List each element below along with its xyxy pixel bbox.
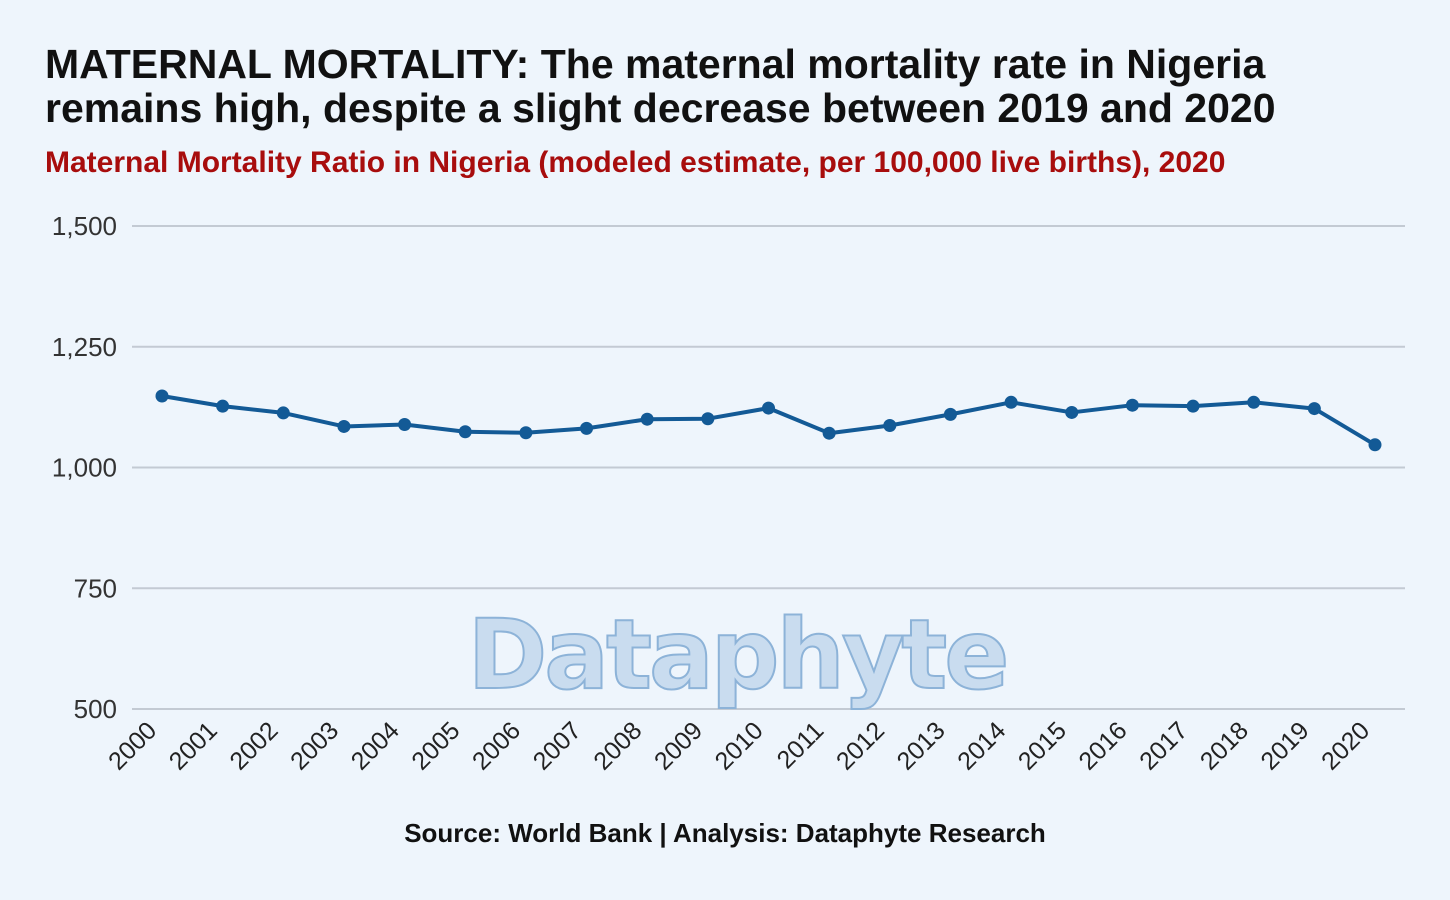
x-tick-label: 2004: [346, 716, 405, 775]
data-point-2001[interactable]: [216, 399, 230, 413]
gridlines: [132, 225, 1405, 710]
data-point-2011[interactable]: [822, 426, 836, 440]
y-tick-label: 1,500: [52, 211, 117, 241]
x-tick-label: 2002: [224, 716, 283, 775]
x-tick-label: 2007: [528, 716, 587, 775]
data-point-2010[interactable]: [762, 401, 775, 415]
x-tick-label: 2009: [649, 716, 708, 775]
x-tick-label: 2000: [103, 716, 162, 775]
source-note: Source: World Bank | Analysis: Dataphyte…: [404, 818, 1046, 848]
x-tick-label: 2018: [1195, 716, 1254, 775]
data-point-2003[interactable]: [337, 419, 351, 433]
data-point-2000[interactable]: [155, 389, 169, 403]
data-point-2013[interactable]: [943, 407, 957, 421]
x-tick-label: 2019: [1255, 716, 1314, 775]
x-tick-label: 2011: [772, 716, 830, 774]
series-group: [155, 389, 1382, 452]
watermark-logo: Dataphyte: [468, 599, 1007, 711]
y-tick-label: 750: [74, 573, 117, 603]
chart-title: MATERNAL MORTALITY: The maternal mortali…: [45, 41, 1276, 131]
data-point-2004[interactable]: [398, 418, 412, 432]
data-point-2008[interactable]: [640, 412, 654, 426]
y-tick-label: 1,000: [52, 453, 117, 483]
data-point-2007[interactable]: [580, 421, 594, 435]
x-tick-label: 2010: [710, 716, 769, 775]
x-tick-label: 2014: [952, 716, 1011, 775]
x-axis: 2000 2001 2002 2003 2004 2005 2006 2007 2008 2009…: [103, 716, 1375, 775]
y-tick-label: 500: [74, 694, 117, 724]
x-tick-label: 2003: [285, 716, 344, 775]
data-point-2015[interactable]: [1065, 405, 1079, 419]
data-point-2014[interactable]: [1004, 395, 1018, 409]
data-point-2017[interactable]: [1186, 399, 1200, 413]
x-tick-label: 2012: [831, 716, 890, 775]
x-tick-label: 2006: [467, 716, 526, 775]
x-tick-label: 2015: [1013, 716, 1072, 775]
data-point-2019[interactable]: [1307, 402, 1321, 416]
x-tick-label: 2013: [892, 716, 951, 775]
data-point-2020[interactable]: [1368, 438, 1382, 452]
x-tick-label: 2016: [1074, 716, 1133, 775]
data-point-2005[interactable]: [458, 425, 472, 439]
x-tick-label: 2020: [1316, 716, 1375, 775]
x-tick-label: 2005: [406, 716, 465, 775]
data-point-2016[interactable]: [1125, 398, 1139, 412]
data-point-2012[interactable]: [883, 418, 897, 432]
data-point-2002[interactable]: [276, 406, 290, 420]
y-axis: 500 750 1,000 1,250 1,500: [52, 211, 117, 724]
x-tick-label: 2017: [1134, 716, 1193, 775]
chart-subtitle: Maternal Mortality Ratio in Nigeria (mod…: [45, 146, 1226, 179]
x-tick-label: 2001: [164, 716, 223, 775]
x-tick-label: 2008: [588, 716, 647, 775]
data-point-2018[interactable]: [1247, 395, 1261, 409]
data-point-2006[interactable]: [519, 426, 533, 440]
data-point-2009[interactable]: [701, 412, 715, 426]
y-tick-label: 1,250: [52, 332, 117, 362]
